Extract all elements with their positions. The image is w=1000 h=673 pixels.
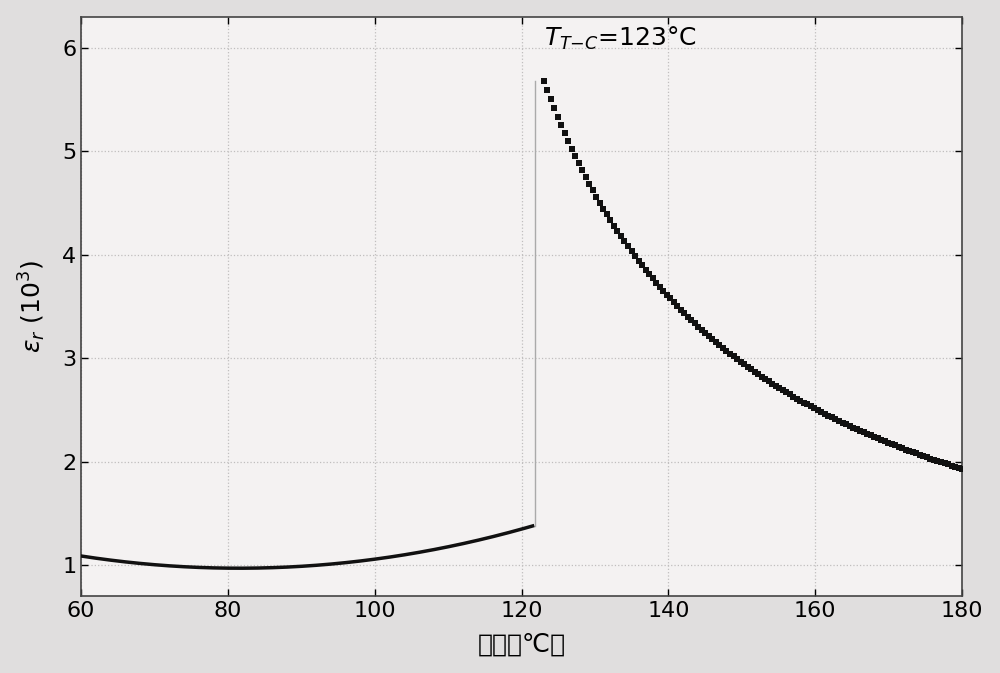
Text: $\mathit{T}_{T\mathrm{-}C}$=123°C: $\mathit{T}_{T\mathrm{-}C}$=123°C [544,25,696,52]
Y-axis label: $\varepsilon_r\ \mathregular{(10^3)}$: $\varepsilon_r\ \mathregular{(10^3)}$ [17,260,48,353]
X-axis label: 温度（℃）: 温度（℃） [478,633,566,656]
